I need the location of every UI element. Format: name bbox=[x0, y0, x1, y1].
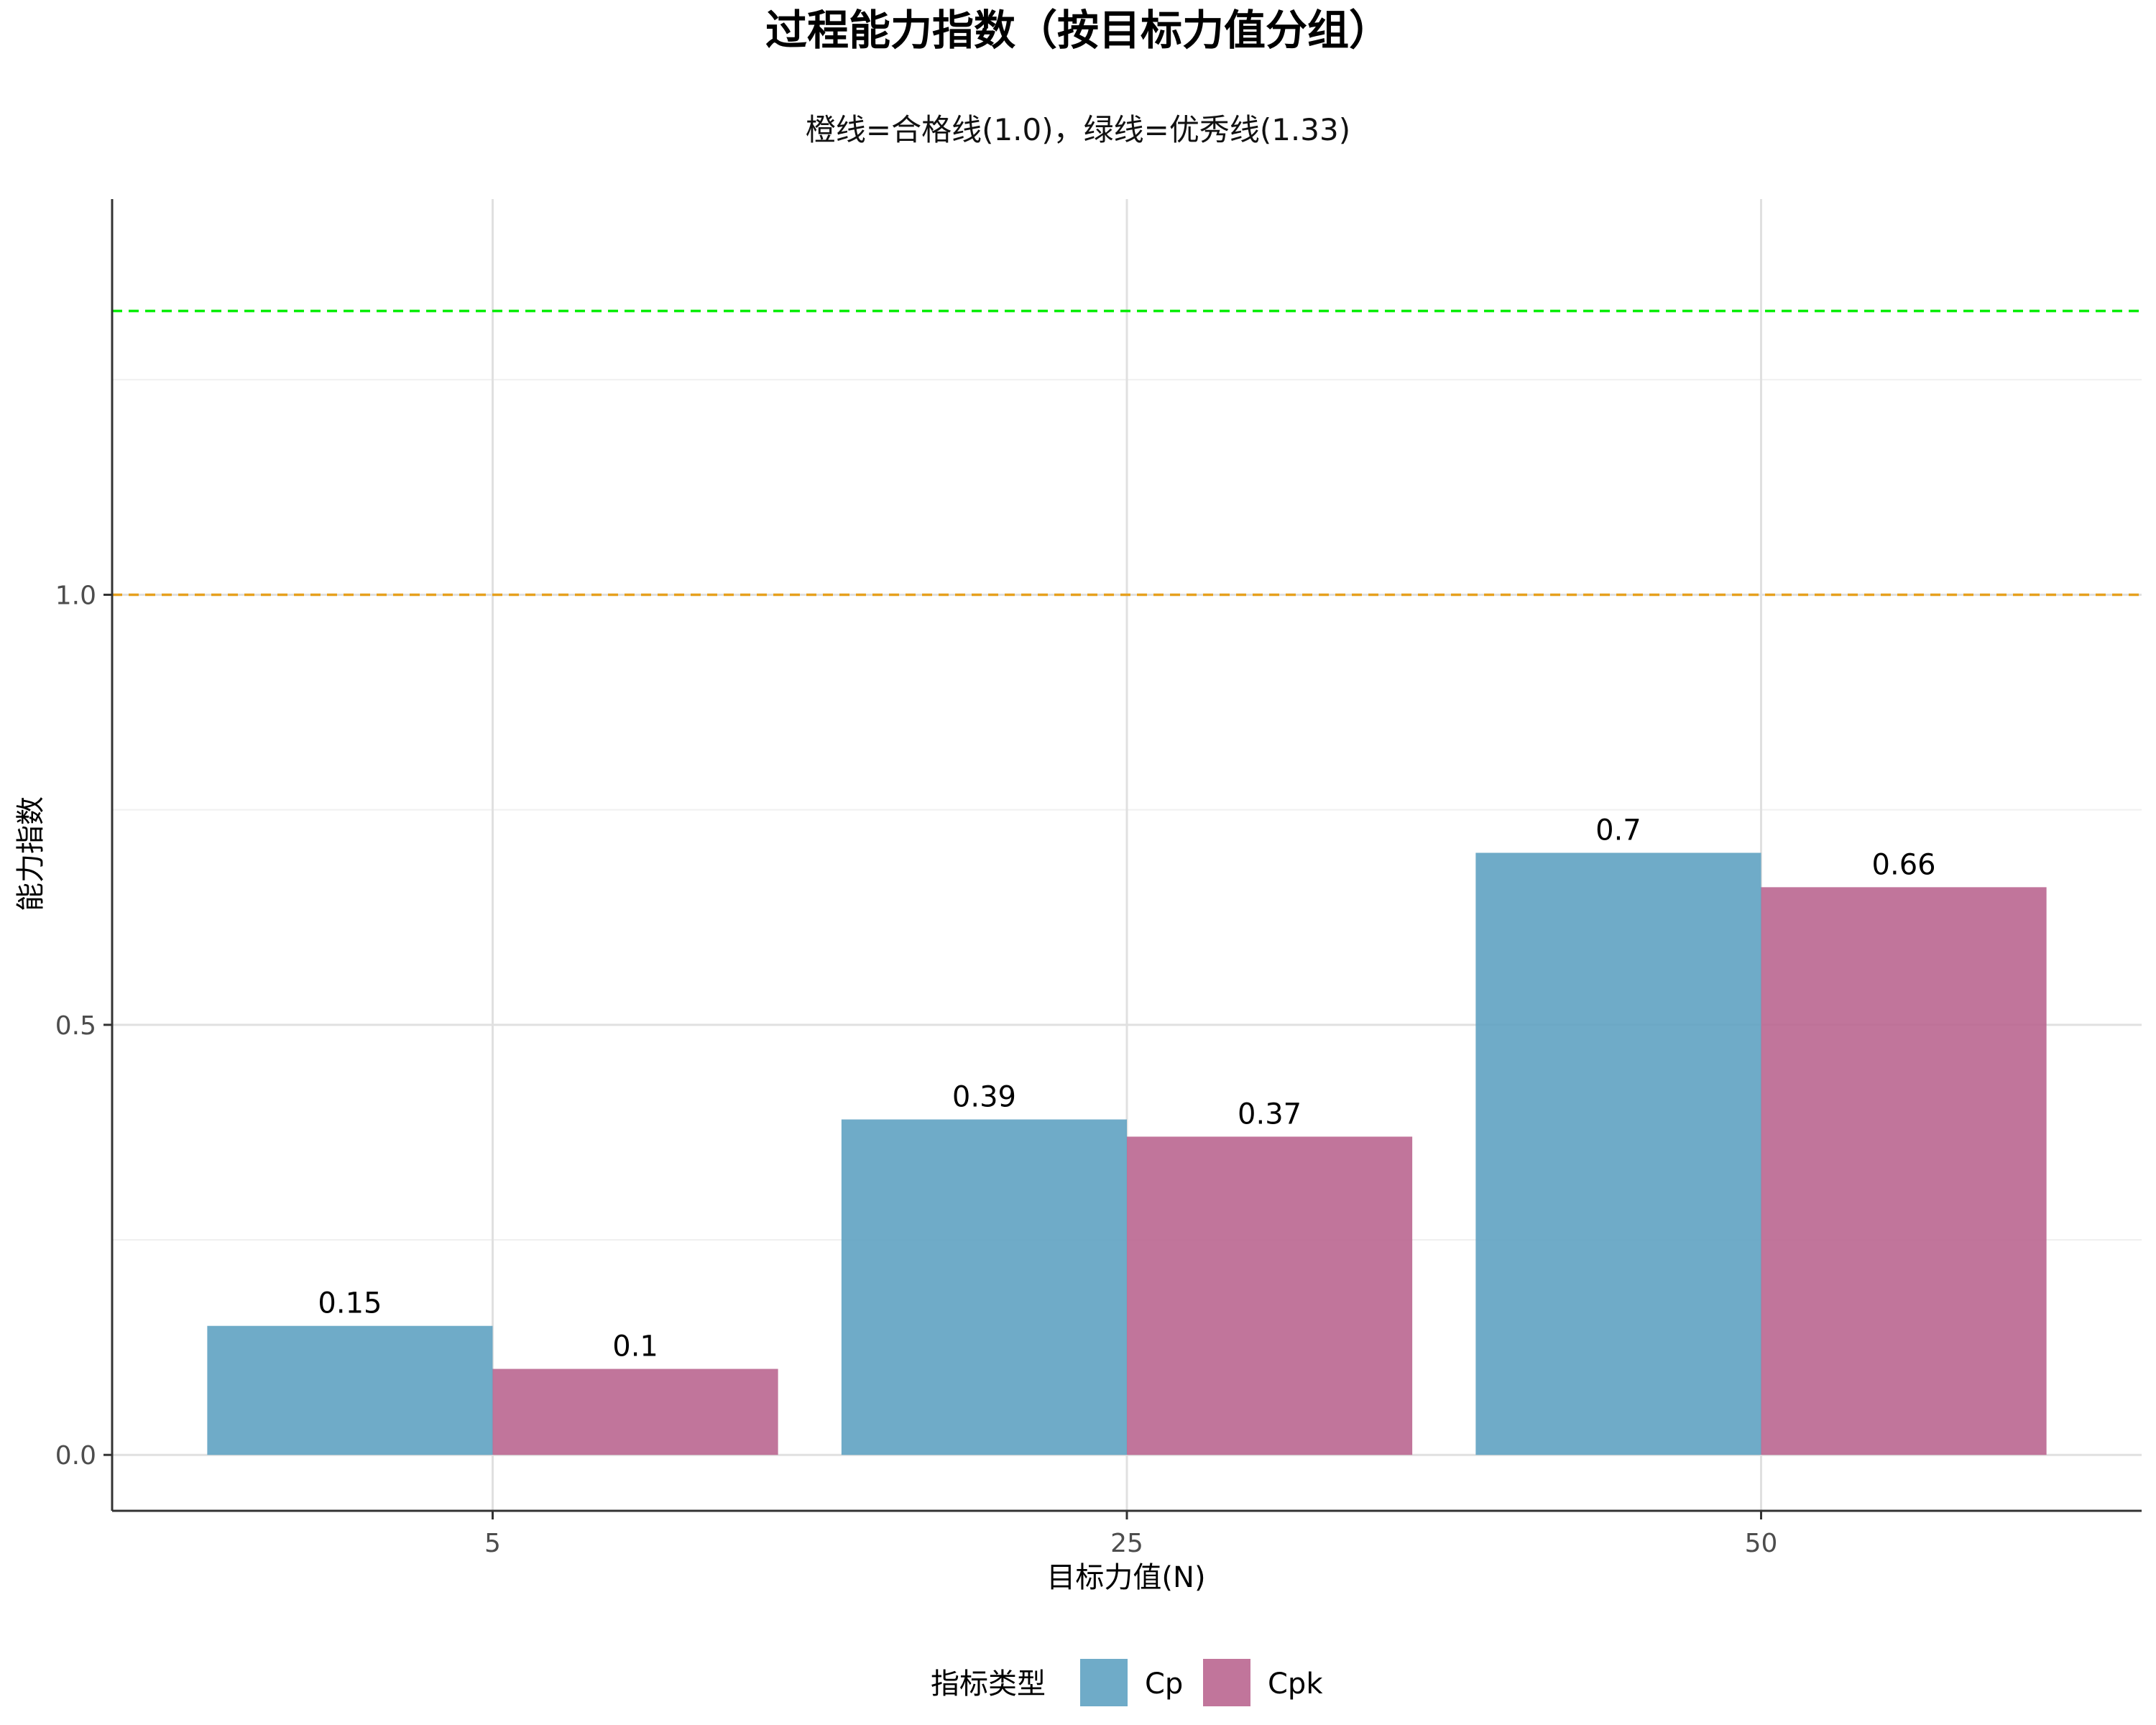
data-labels: 0.15 0.39 0.7 0.1 0.37 0.66 bbox=[318, 814, 1935, 1363]
bars bbox=[207, 852, 2047, 1455]
x-tick-label: 50 bbox=[1745, 1529, 1778, 1558]
data-label: 0.1 bbox=[612, 1330, 658, 1363]
y-tick-label: 0.5 bbox=[55, 1011, 96, 1041]
y-tick-label: 1.0 bbox=[55, 581, 96, 610]
data-label: 0.37 bbox=[1238, 1098, 1302, 1131]
x-tick-label: 5 bbox=[484, 1529, 501, 1558]
legend: 指标类型 Cp Cpk bbox=[931, 1659, 1323, 1706]
data-label: 0.15 bbox=[318, 1287, 382, 1320]
axes: 0.0 0.5 1.0 5 25 50 bbox=[55, 199, 2142, 1558]
bar-cpk bbox=[1127, 1136, 1413, 1455]
legend-key-cp bbox=[1080, 1659, 1128, 1706]
reference-lines bbox=[112, 309, 2142, 597]
y-axis-title: 能力指数 bbox=[14, 796, 47, 911]
chart-subtitle: 橙线=合格线(1.0)，绿线=优秀线(1.33) bbox=[806, 112, 1350, 147]
bar-cpk bbox=[1761, 887, 2047, 1455]
data-label: 0.66 bbox=[1872, 848, 1936, 881]
legend-label-cpk: Cpk bbox=[1268, 1668, 1323, 1701]
bar-cp bbox=[207, 1325, 493, 1455]
x-tick-label: 25 bbox=[1110, 1529, 1143, 1558]
legend-label-cp: Cp bbox=[1145, 1668, 1183, 1701]
y-tick-label: 0.0 bbox=[55, 1441, 96, 1471]
data-label: 0.7 bbox=[1595, 814, 1641, 847]
legend-title: 指标类型 bbox=[931, 1668, 1046, 1701]
chart-title: 过程能力指数（按目标力值分组） bbox=[765, 6, 1391, 55]
legend-key-cpk bbox=[1203, 1659, 1250, 1706]
x-axis-title: 目标力值(N) bbox=[1046, 1561, 1205, 1594]
bar-cpk bbox=[492, 1368, 778, 1455]
bar-cp bbox=[1475, 852, 1761, 1455]
bar-cp bbox=[841, 1119, 1127, 1455]
data-label: 0.39 bbox=[952, 1080, 1016, 1113]
